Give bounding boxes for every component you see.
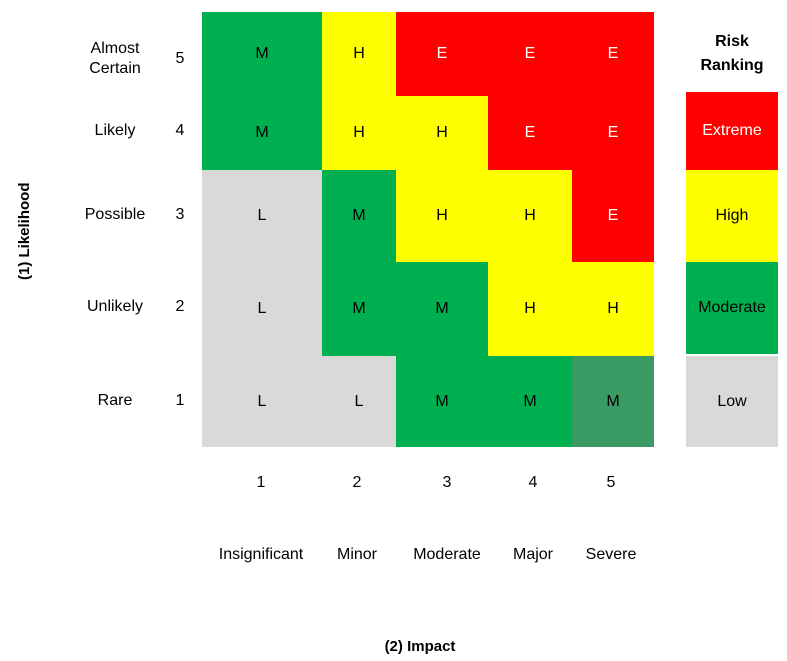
- risk-cell-l1-i4: M: [488, 356, 572, 447]
- col-label-major: Major: [512, 546, 553, 563]
- row-label-3: Possible: [84, 206, 146, 223]
- col-num-1: 1: [256, 474, 266, 491]
- row-label-5: Almost Certain: [89, 39, 141, 77]
- risk-cell-l2-i1: L: [202, 262, 322, 356]
- col-num-3: 3: [442, 474, 452, 491]
- risk-cell-l5-i1: M: [202, 12, 322, 96]
- legend-moderate: Moderate: [686, 262, 778, 354]
- risk-cell-l5-i2: H: [322, 12, 396, 96]
- col-label-moderate: Moderate: [413, 546, 481, 563]
- row-num-2: 2: [175, 298, 185, 315]
- col-num-5: 5: [606, 474, 616, 491]
- row-label-1: Rare: [97, 392, 133, 409]
- risk-cell-l5-i4: E: [488, 12, 572, 96]
- legend-label-moderate: Moderate: [698, 299, 766, 316]
- col-num-2: 2: [352, 474, 362, 491]
- legend-title: Risk Ranking: [700, 33, 764, 74]
- risk-cell-l1-i3: M: [396, 356, 488, 447]
- col-num-4: 4: [528, 474, 538, 491]
- legend-label-low: Low: [717, 392, 747, 410]
- risk-cell-l4-i4: E: [488, 96, 572, 170]
- risk-cell-l3-i5: E: [572, 170, 654, 262]
- row-num-1: 1: [175, 392, 185, 409]
- risk-cell-l5-i5: E: [572, 12, 654, 96]
- risk-cell-l1-i5: M: [572, 356, 654, 447]
- risk-cell-l4-i1: M: [202, 96, 322, 170]
- col-label-insignificant: Insignificant: [218, 546, 304, 563]
- legend-label-extreme: Extreme: [702, 122, 762, 139]
- row-num-3: 3: [175, 206, 185, 223]
- legend-high: High: [686, 170, 778, 262]
- risk-cell-l3-i4: H: [488, 170, 572, 262]
- legend-extreme: Extreme: [686, 92, 778, 170]
- legend-low: Low: [686, 356, 778, 447]
- risk-cell-l4-i2: H: [322, 96, 396, 170]
- risk-cell-l3-i2: M: [322, 170, 396, 262]
- row-label-2: Unlikely: [86, 298, 143, 315]
- row-num-5: 5: [175, 49, 185, 67]
- risk-cell-l4-i5: E: [572, 96, 654, 170]
- risk-cell-l1-i2: L: [322, 356, 396, 447]
- impact-axis-title: (2) Impact: [384, 638, 456, 655]
- risk-cell-l4-i3: H: [396, 96, 488, 170]
- col-label-minor: Minor: [336, 546, 377, 563]
- row-num-4: 4: [175, 122, 185, 139]
- risk-cell-l5-i3: E: [396, 12, 488, 96]
- risk-cell-l1-i1: L: [202, 356, 322, 447]
- likelihood-axis-title: (1) Likelihood: [16, 182, 33, 281]
- risk-cell-l2-i2: M: [322, 262, 396, 356]
- risk-cell-l3-i1: L: [202, 170, 322, 262]
- risk-cell-l2-i3: M: [396, 262, 488, 356]
- row-label-4: Likely: [94, 122, 136, 139]
- risk-cell-l3-i3: H: [396, 170, 488, 262]
- col-label-severe: Severe: [585, 546, 637, 563]
- legend-label-high: High: [715, 207, 749, 224]
- risk-cell-l2-i4: H: [488, 262, 572, 356]
- risk-cell-l2-i5: H: [572, 262, 654, 356]
